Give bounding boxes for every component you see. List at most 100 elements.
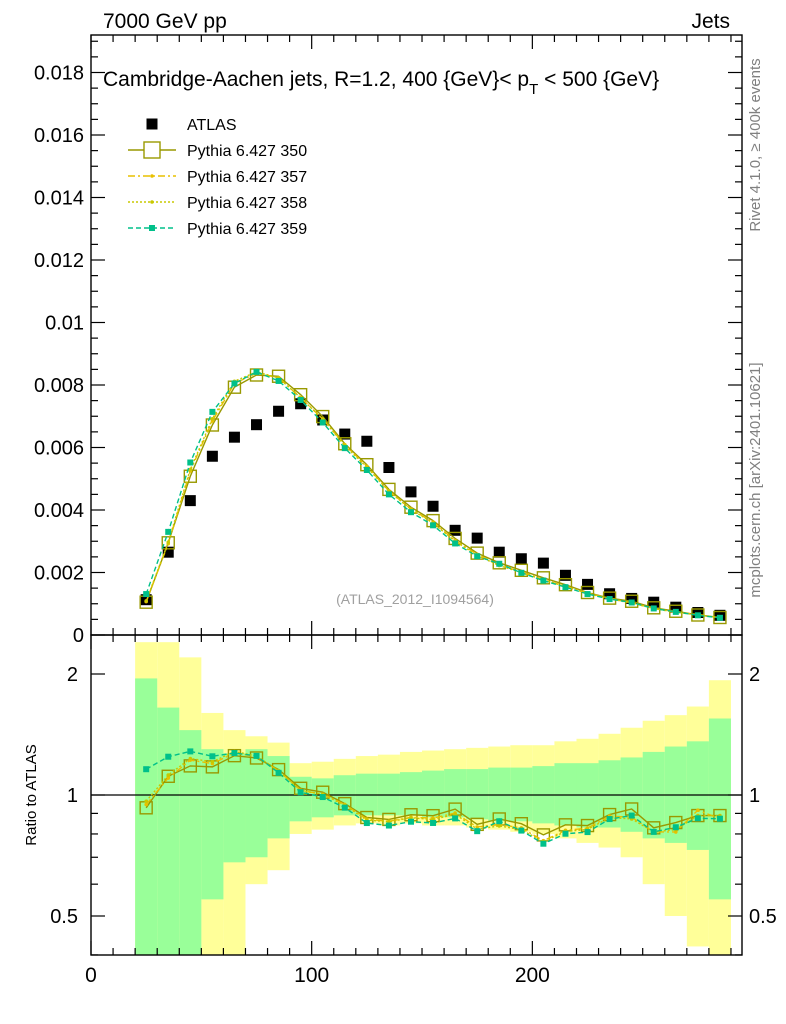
y-tick-label: 0.014 bbox=[34, 188, 84, 210]
atlas-data-point bbox=[559, 569, 571, 581]
series-4-ratio-point bbox=[187, 748, 194, 755]
series-1-ratio-point bbox=[249, 751, 264, 765]
y-tick-label: 0.006 bbox=[34, 438, 84, 460]
atlas-data-point bbox=[184, 495, 196, 507]
header-right: Jets bbox=[691, 10, 730, 33]
ratio-band-green bbox=[157, 707, 180, 955]
series-4-ratio-point bbox=[694, 815, 701, 822]
series-4-point bbox=[319, 419, 326, 426]
series-4-ratio-point bbox=[209, 753, 216, 760]
series-4-ratio-point bbox=[716, 815, 723, 822]
series-2-line bbox=[145, 372, 721, 619]
atlas-data-point bbox=[383, 462, 395, 473]
series-4-ratio-point bbox=[297, 789, 304, 796]
ratio-band-green bbox=[399, 772, 423, 816]
legend-marker bbox=[143, 141, 161, 159]
series-4-ratio-point bbox=[143, 766, 150, 773]
chart-title-subscript: T bbox=[529, 81, 538, 98]
series-1-ratio-point bbox=[161, 769, 175, 783]
ratio-band-green bbox=[245, 749, 268, 858]
atlas-data-point bbox=[295, 398, 307, 410]
chart-title: Cambridge-Aachen jets, R=1.2, 400 {GeV}<… bbox=[103, 68, 659, 98]
ratio-band-green bbox=[179, 730, 202, 955]
ratio-y-axis-label: Ratio to ATLAS bbox=[23, 744, 40, 845]
series-4-ratio-point bbox=[562, 830, 569, 837]
ratio-y-tick-label: 0.5 bbox=[50, 906, 78, 928]
atlas-data-point bbox=[206, 450, 218, 462]
ratio-band-green bbox=[686, 741, 709, 850]
y-tick-label: 0.012 bbox=[34, 250, 84, 272]
series-4-point bbox=[606, 596, 613, 603]
ratio-y-tick-label: 2 bbox=[67, 664, 78, 686]
atlas-data-point bbox=[228, 431, 240, 443]
atlas-data-point bbox=[471, 532, 483, 544]
series-4-ratio-point bbox=[474, 828, 481, 835]
series-3-ratio-point bbox=[497, 824, 502, 828]
series-4-ratio-point bbox=[672, 824, 679, 831]
atlas-data-point bbox=[582, 578, 594, 590]
series-4-point bbox=[452, 540, 459, 547]
atlas-data-point bbox=[251, 419, 263, 431]
series-4-ratio-point bbox=[231, 750, 238, 757]
y-tick-label: 0.002 bbox=[34, 563, 84, 585]
y-tick-label: 0 bbox=[73, 625, 84, 647]
series-4-point bbox=[474, 553, 481, 560]
legend-label: Pythia 6.427 358 bbox=[187, 195, 307, 212]
y-tick-label: 0.016 bbox=[34, 125, 84, 147]
series-3-point bbox=[188, 467, 193, 472]
y-tick-label: 0.004 bbox=[34, 500, 84, 522]
ratio-y-tick-label: 1 bbox=[67, 785, 78, 807]
series-3-point bbox=[210, 416, 215, 421]
series-4-ratio-point bbox=[165, 753, 172, 760]
series-4-ratio-point bbox=[341, 804, 348, 811]
header-left: 7000 GeV pp bbox=[103, 10, 227, 33]
series-4-ratio-point bbox=[385, 822, 392, 829]
series-4-point bbox=[518, 569, 525, 576]
atlas-data-point bbox=[449, 524, 461, 536]
atlas-data-point bbox=[339, 428, 351, 440]
series-1-point bbox=[647, 601, 661, 615]
series-4-point bbox=[716, 614, 723, 621]
series-3-ratio-line bbox=[145, 750, 720, 843]
series-4-point bbox=[496, 560, 503, 567]
series-3-ratio-point bbox=[188, 756, 193, 761]
series-4-line bbox=[145, 371, 721, 619]
atlas-data-point bbox=[361, 435, 373, 447]
series-1-ratio-line bbox=[145, 754, 720, 836]
series-4-ratio-point bbox=[275, 769, 282, 776]
series-4-ratio-point bbox=[430, 819, 437, 826]
series-3-point bbox=[166, 540, 171, 544]
ratio-band-green bbox=[422, 770, 445, 818]
x-tick-label: 100 bbox=[294, 964, 329, 987]
atlas-data-point bbox=[162, 546, 174, 558]
legend-marker bbox=[149, 225, 155, 231]
ratio-band-green bbox=[267, 756, 290, 839]
series-4-point bbox=[363, 467, 370, 473]
series-4-point bbox=[407, 509, 414, 516]
series-1-point bbox=[580, 585, 595, 600]
x-tick-label: 200 bbox=[515, 964, 550, 987]
legend-marker-atlas bbox=[146, 118, 158, 130]
y-tick-label: 0.01 bbox=[45, 313, 84, 335]
series-4-ratio-point bbox=[518, 827, 525, 834]
atlas-data-point bbox=[405, 486, 417, 498]
series-4-ratio-point bbox=[628, 812, 635, 819]
legend-label: ATLAS bbox=[187, 117, 237, 134]
ratio-band-green bbox=[466, 769, 489, 820]
series-2-ratio-point bbox=[144, 802, 148, 807]
series-4-point bbox=[694, 612, 701, 619]
analysis-watermark: (ATLAS_2012_I1094564) bbox=[336, 591, 494, 607]
series-3-ratio-point bbox=[409, 815, 413, 820]
legend-label: Pythia 6.427 359 bbox=[187, 221, 307, 238]
legend-label: Pythia 6.427 350 bbox=[187, 143, 307, 160]
series-4-point bbox=[209, 408, 216, 415]
series-4-ratio-point bbox=[363, 820, 370, 827]
series-4-point bbox=[143, 591, 150, 598]
series-4-point bbox=[628, 599, 635, 606]
y-tick-label: 0.018 bbox=[34, 63, 84, 85]
series-4-ratio-point bbox=[452, 815, 459, 822]
series-4-point bbox=[540, 577, 547, 584]
chart-title-main: Cambridge-Aachen jets, R=1.2, 400 {GeV}<… bbox=[103, 68, 529, 91]
series-4-point bbox=[385, 491, 392, 498]
